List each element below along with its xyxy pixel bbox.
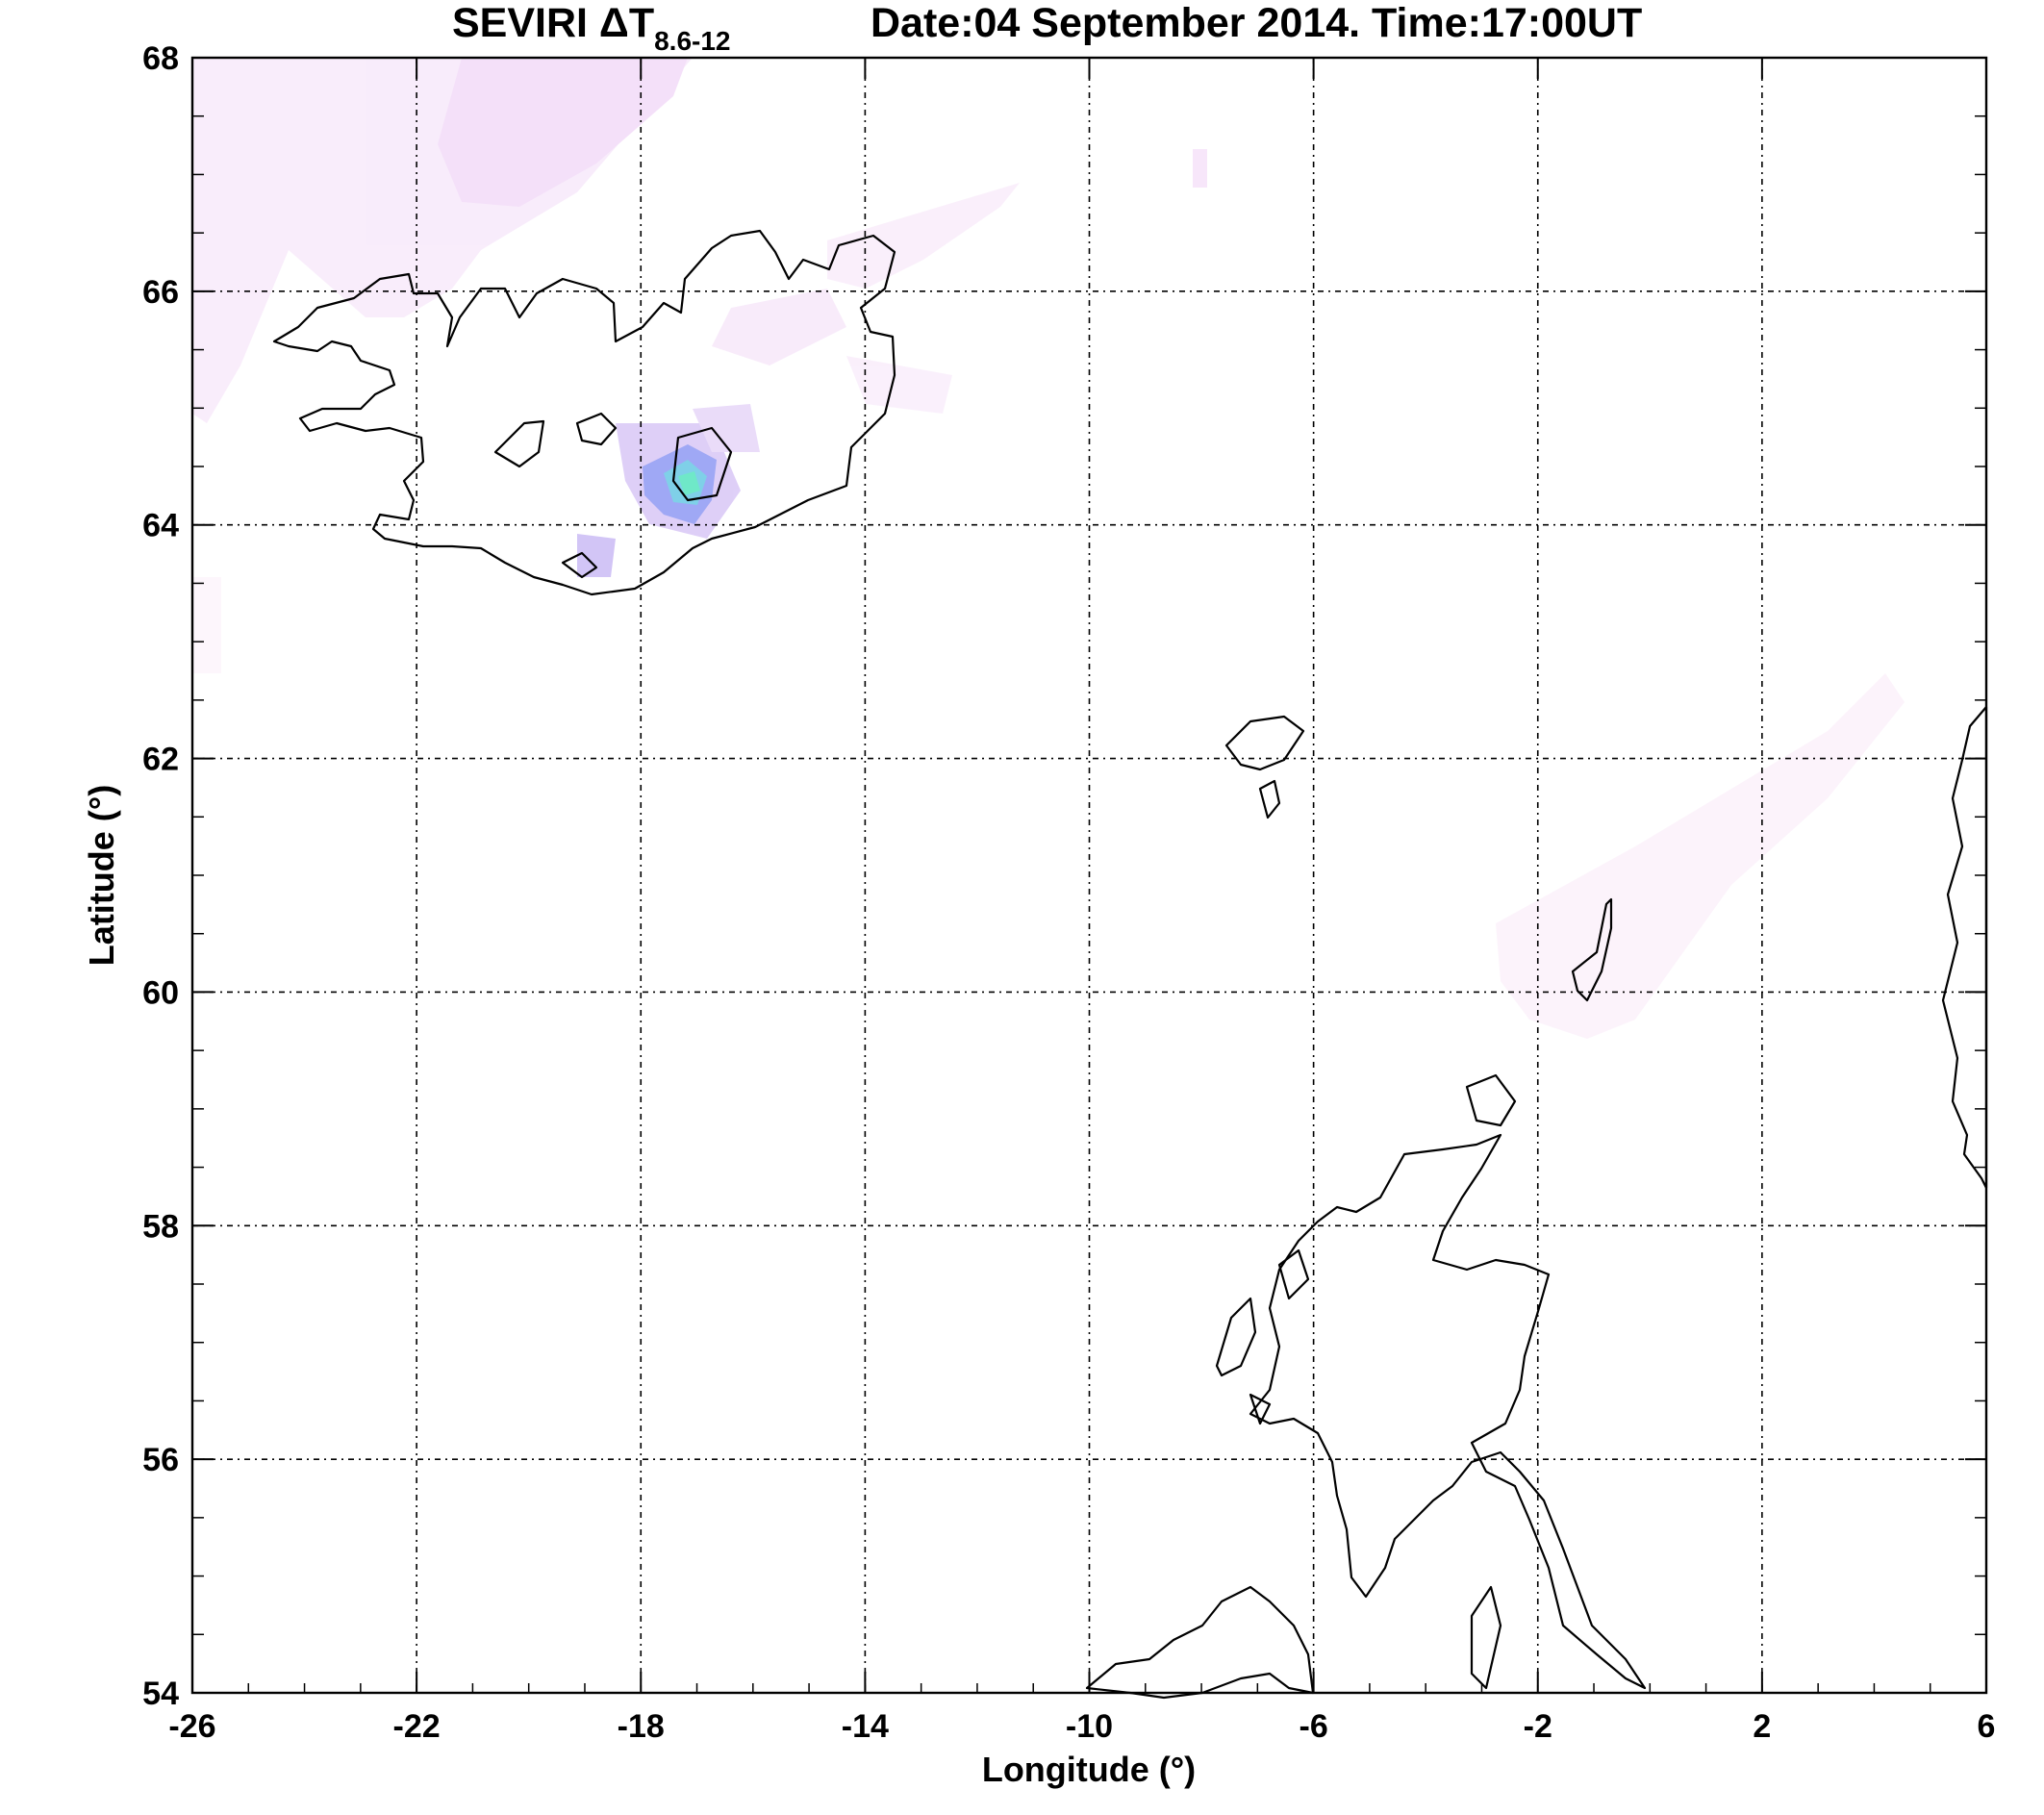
x-axis-label: Longitude (°) (982, 1750, 1196, 1789)
x-tick-label: -22 (393, 1708, 441, 1745)
norway-coastline (1941, 705, 1988, 1190)
x-tick-label: -6 (1300, 1708, 1328, 1745)
scottish-islands (1215, 1248, 1310, 1425)
title-prefix: SEVIRI ΔT (452, 0, 654, 46)
x-tick-label: 2 (1753, 1708, 1771, 1745)
shetland-islands (1571, 897, 1613, 1002)
title-date-time: Date:04 September 2014. Time:17:00UT (871, 0, 1642, 46)
x-tick-label: -18 (618, 1708, 665, 1745)
strong-signal (643, 444, 717, 524)
iceland-lake-2 (575, 412, 618, 446)
y-tick-label: 54 (142, 1676, 179, 1712)
orkney-islands (1465, 1073, 1517, 1127)
map-title: SEVIRI ΔT8.6-12 (452, 0, 731, 56)
faint-signal-bands (192, 58, 1905, 1039)
y-tick-label: 68 (142, 40, 179, 77)
x-tick-label: -10 (1066, 1708, 1113, 1745)
x-tick-label: -2 (1524, 1708, 1552, 1745)
x-tick-label: -14 (842, 1708, 889, 1745)
y-tick-label: 64 (142, 508, 179, 544)
signal-layer (192, 58, 1905, 1039)
iceland-myrdalsjokull (561, 551, 598, 579)
map-grid (192, 58, 1986, 1693)
northern-ireland-england-coast (1085, 1585, 1502, 1700)
y-tick-label: 58 (142, 1208, 179, 1245)
y-axis-label: Latitude (°) (82, 785, 121, 966)
iceland-lake-1 (493, 419, 545, 468)
iceland-vatnajokull (671, 426, 733, 502)
y-tick-label: 60 (142, 974, 179, 1011)
title-subscript: 8.6-12 (654, 26, 730, 56)
y-tick-label: 56 (142, 1442, 179, 1478)
scotland-coastline (1249, 1133, 1647, 1690)
iceland-coastline (272, 229, 896, 596)
x-tick-label: -26 (168, 1708, 215, 1745)
coastlines (272, 229, 1988, 1700)
y-tick-label: 66 (142, 274, 179, 311)
y-tick-label: 62 (142, 742, 179, 778)
faroe-islands (1224, 715, 1305, 819)
x-tick-label: 6 (1978, 1708, 1996, 1745)
